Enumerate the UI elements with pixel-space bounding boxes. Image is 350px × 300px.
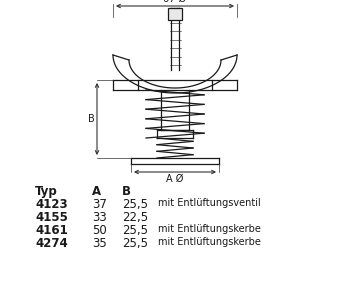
- Text: mit Entlüftungsventil: mit Entlüftungsventil: [158, 198, 261, 208]
- Text: 4274: 4274: [35, 237, 68, 250]
- Text: 33: 33: [92, 211, 107, 224]
- Text: 22,5: 22,5: [122, 211, 148, 224]
- Text: B: B: [88, 114, 95, 124]
- Text: mit Entlüftungskerbe: mit Entlüftungskerbe: [158, 224, 261, 234]
- Text: 67 Ø: 67 Ø: [163, 0, 187, 4]
- Text: mit Entlüftungskerbe: mit Entlüftungskerbe: [158, 237, 261, 247]
- Bar: [168, 8, 182, 20]
- Text: 4155: 4155: [35, 211, 68, 224]
- Text: 4161: 4161: [35, 224, 68, 237]
- Text: 25,5: 25,5: [122, 224, 148, 237]
- Text: 37: 37: [92, 198, 107, 211]
- Text: 35: 35: [92, 237, 107, 250]
- Text: 4123: 4123: [35, 198, 68, 211]
- Text: B: B: [122, 185, 131, 198]
- Text: A: A: [92, 185, 101, 198]
- Text: 50: 50: [92, 224, 107, 237]
- Text: 25,5: 25,5: [122, 198, 148, 211]
- Text: 25,5: 25,5: [122, 237, 148, 250]
- Text: Typ: Typ: [35, 185, 58, 198]
- Text: A Ø: A Ø: [166, 174, 184, 184]
